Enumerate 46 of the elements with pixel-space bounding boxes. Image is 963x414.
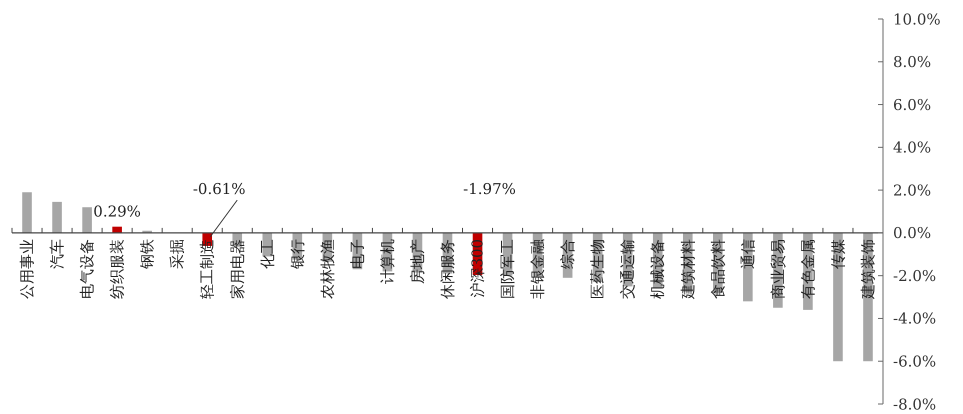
- x-tick-label: 机械设备: [648, 238, 667, 299]
- x-tick-label: 轻工制造: [198, 238, 216, 299]
- data-label: 0.29%: [93, 202, 141, 221]
- x-tick-label: 银行: [288, 238, 306, 270]
- y-tick-label: 2.0%: [893, 181, 932, 200]
- x-tick-label: 建筑材料: [678, 238, 697, 300]
- y-tick-label: 0.0%: [893, 224, 932, 242]
- x-tick-label: 商业贸易: [768, 238, 787, 299]
- bar: [52, 202, 62, 233]
- y-tick-label: -8.0%: [893, 395, 936, 414]
- x-tick-label: 休闲服务: [438, 238, 456, 299]
- y-tick-label: -6.0%: [893, 352, 936, 370]
- x-tick-label: 计算机: [378, 238, 396, 284]
- bar: [22, 192, 32, 233]
- x-tick-label: 电子: [348, 238, 366, 269]
- x-tick-label: 医药生物: [588, 238, 607, 299]
- x-tick-label: 有色金属: [798, 238, 817, 299]
- y-tick-label: 4.0%: [893, 138, 932, 157]
- x-tick-label: 传媒: [828, 238, 847, 269]
- x-tick-label: 沪深300: [468, 238, 487, 298]
- x-tick-label: 采掘: [168, 238, 186, 269]
- x-tick-label: 电气设备: [78, 238, 96, 299]
- bar: [82, 207, 92, 233]
- x-tick-label: 钢铁: [138, 238, 156, 270]
- x-tick-label: 房地产: [408, 238, 426, 284]
- y-tick-label: 8.0%: [893, 53, 932, 72]
- y-tick-label: -4.0%: [893, 310, 936, 328]
- y-tick-label: 6.0%: [893, 96, 932, 114]
- x-tick-label: 交通运输: [618, 238, 637, 299]
- x-tick-label: 食品饮料: [708, 238, 727, 299]
- x-tick-label: 家用电器: [228, 238, 246, 299]
- x-tick-label: 非银金融: [528, 238, 547, 299]
- bar: [833, 232, 843, 362]
- y-tick-label: -2.0%: [893, 266, 936, 285]
- x-tick-label: 纺织服装: [108, 238, 126, 299]
- data-label: -0.61%: [192, 180, 246, 198]
- x-tick-label: 国防军工: [498, 238, 517, 299]
- data-label: -1.97%: [463, 180, 516, 198]
- x-tick-label: 农林牧渔: [318, 238, 336, 299]
- x-tick-label: 化工: [258, 238, 276, 269]
- x-tick-label: 公用事业: [18, 238, 36, 299]
- x-tick-label: 综合: [558, 238, 577, 269]
- x-tick-label: 汽车: [48, 238, 66, 269]
- y-tick-label: 10.0%: [893, 10, 941, 28]
- x-tick-label: 建筑装饰: [858, 238, 877, 300]
- x-tick-label: 通信: [738, 238, 757, 269]
